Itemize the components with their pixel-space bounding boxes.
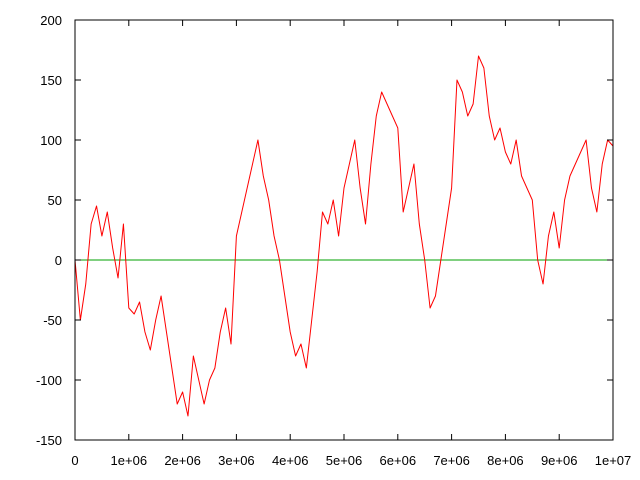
- x-tick-label: 4e+06: [272, 453, 309, 468]
- x-tick-label: 0: [71, 453, 78, 468]
- y-tick-label: 50: [48, 193, 62, 208]
- x-tick-label: 6e+06: [380, 453, 417, 468]
- y-tick-label: -50: [43, 313, 62, 328]
- y-tick-label: 0: [55, 253, 62, 268]
- x-tick-label: 2e+06: [164, 453, 201, 468]
- x-tick-label: 3e+06: [218, 453, 255, 468]
- x-tick-label: 1e+06: [111, 453, 148, 468]
- y-tick-label: 200: [40, 13, 62, 28]
- y-tick-label: -100: [36, 373, 62, 388]
- y-tick-label: 150: [40, 73, 62, 88]
- x-tick-label: 1e+07: [595, 453, 632, 468]
- series-line-red: [74, 55, 614, 417]
- x-tick-label: 9e+06: [541, 453, 578, 468]
- plot-frame: [74, 19, 614, 441]
- x-tick-label: 7e+06: [433, 453, 470, 468]
- y-tick-label: 100: [40, 133, 62, 148]
- y-tick-label: -150: [36, 433, 62, 448]
- x-tick-label: 5e+06: [326, 453, 363, 468]
- x-tick-label: 8e+06: [487, 453, 524, 468]
